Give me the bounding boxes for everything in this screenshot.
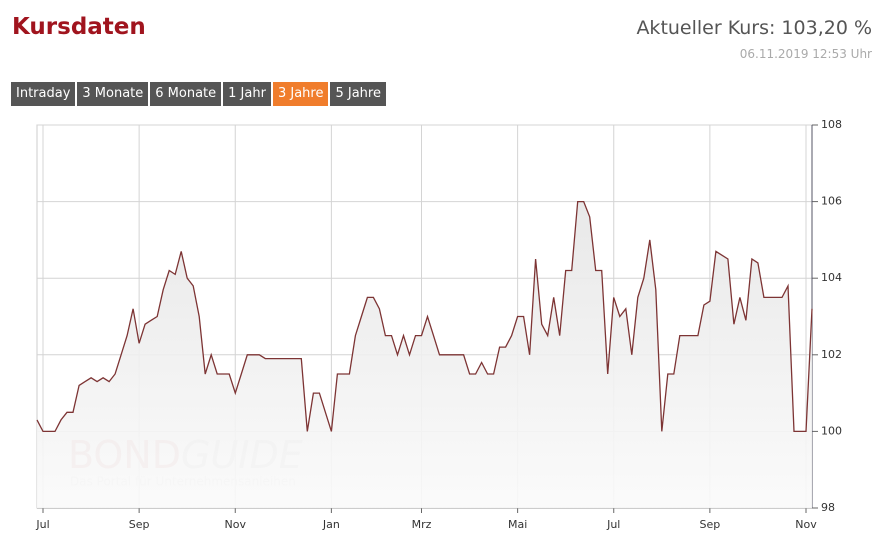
x-tick-label: Jul <box>35 518 49 531</box>
y-tick-label: 100 <box>821 424 842 437</box>
range-tab[interactable]: 3 Jahre <box>272 82 329 106</box>
x-tick-label: Sep <box>129 518 150 531</box>
area-fill <box>37 201 812 508</box>
range-tab[interactable]: 5 Jahre <box>330 82 386 106</box>
range-tabs: Intraday 3 Monate 6 Monate 1 Jahr 3 Jahre 5 J… <box>11 82 386 106</box>
x-tick-label: Jul <box>606 518 620 531</box>
x-tick-label: Nov <box>225 518 247 531</box>
timestamp: 06.11.2019 12:53 Uhr <box>739 47 872 61</box>
price-line <box>36 200 813 433</box>
x-tick-label: Nov <box>795 518 817 531</box>
range-tab[interactable]: 1 Jahr <box>223 82 271 106</box>
x-tick-label: Jan <box>322 518 340 531</box>
range-tab[interactable]: Intraday <box>11 82 76 106</box>
y-tick-label: 98 <box>821 501 835 514</box>
y-tick-label: 108 <box>821 118 842 131</box>
y-tick-label: 102 <box>821 348 842 361</box>
range-tab[interactable]: 6 Monate <box>150 82 222 106</box>
x-tick-label: Mrz <box>412 518 432 531</box>
y-tick-label: 106 <box>821 195 842 208</box>
x-tick-label: Sep <box>700 518 721 531</box>
range-tab[interactable]: 3 Monate <box>77 82 149 106</box>
page-title: Kursdaten <box>12 14 146 40</box>
x-tick-label: Mai <box>508 518 527 531</box>
y-tick-label: 104 <box>821 271 842 284</box>
current-price: Aktueller Kurs: 103,20 % <box>636 17 872 39</box>
